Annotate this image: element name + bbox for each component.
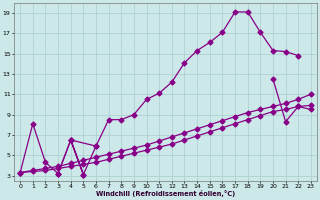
X-axis label: Windchill (Refroidissement éolien,°C): Windchill (Refroidissement éolien,°C) [96, 190, 235, 197]
